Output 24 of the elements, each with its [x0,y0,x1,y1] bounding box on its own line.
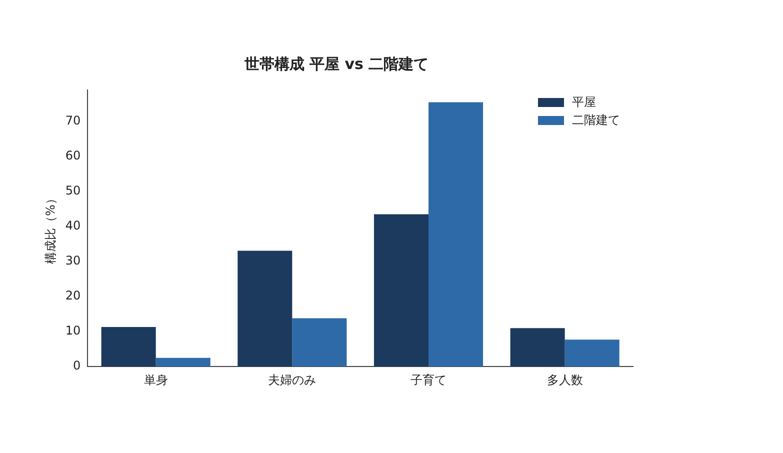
x-tick-label: 単身 [144,372,168,387]
bar [101,327,156,367]
x-tick-label: 夫婦のみ [268,372,316,387]
bar [374,214,428,367]
y-tick-label: 10 [65,324,81,338]
x-tick-label: 多人数 [546,372,583,387]
bar [510,328,565,367]
y-tick-label: 0 [73,358,81,373]
y-tick-label: 20 [65,288,81,303]
y-tick-label: 50 [65,184,81,198]
bar [238,250,292,367]
chart-title: 世帯構成 平屋 vs 二階建て [243,54,429,73]
bar [564,340,620,367]
bar [292,318,347,367]
y-tick-label: 60 [65,148,81,163]
bar [428,102,484,367]
y-tick-label: 40 [65,218,81,233]
legend-label: 二階建て [572,113,620,128]
legend-label: 平屋 [572,95,596,110]
y-tick-label: 30 [65,254,81,268]
y-tick-label: 70 [65,114,81,128]
y-axis-title: 構成比（%） [43,192,58,264]
bar [156,358,210,367]
x-tick-label: 子育て [410,372,446,387]
